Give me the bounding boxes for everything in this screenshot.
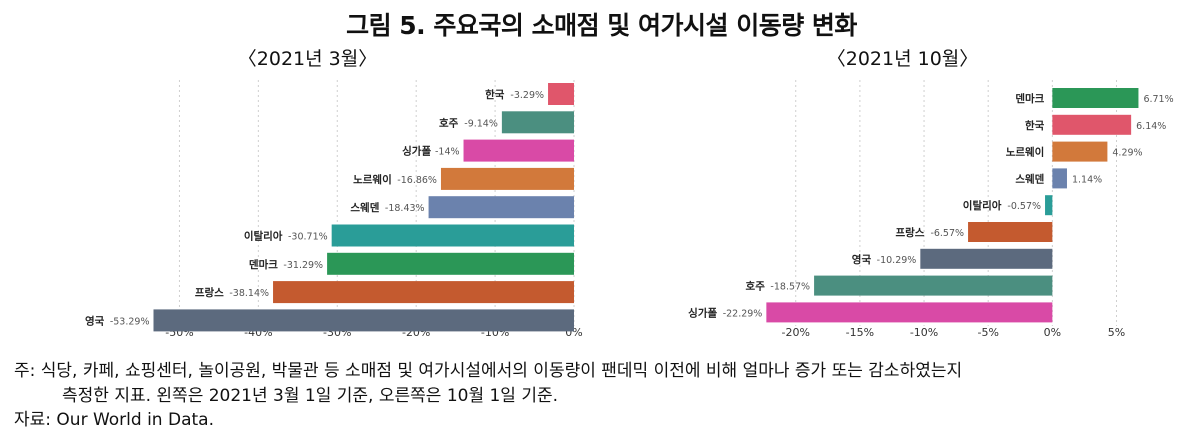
category-label: 프랑스	[895, 227, 924, 239]
bar-싱가폴	[766, 302, 1053, 323]
category-label: 싱가폴	[402, 145, 431, 158]
chart-october-2021: -20% -15% -10% -5% 0% 5% 덴마크 6.71% 한국 6.14% 노르웨이 4.…	[688, 80, 1174, 339]
category-label: 호주	[746, 280, 766, 293]
bar-노르웨이	[440, 167, 574, 190]
bar-덴마크	[327, 252, 574, 275]
bar-노르웨이	[1052, 141, 1108, 162]
category-label: 스웨덴	[350, 201, 379, 214]
bar-덴마크	[1052, 88, 1139, 108]
category-label: 노르웨이	[353, 173, 392, 186]
value-label: 6.14%	[1136, 121, 1166, 132]
category-label: 이탈리아	[244, 230, 283, 243]
bar-이탈리아	[1045, 195, 1053, 216]
bar-프랑스	[968, 222, 1053, 242]
category-label: 영국	[852, 253, 872, 266]
bar-프랑스	[273, 281, 574, 304]
value-label: -14%	[435, 147, 460, 158]
x-tick-label: 0%	[1044, 326, 1061, 339]
value-label: -22.29%	[723, 308, 763, 319]
value-label: -3.29%	[510, 90, 544, 101]
category-label: 스웨덴	[1015, 172, 1044, 185]
value-label: -53.29%	[110, 316, 150, 327]
category-label: 덴마크	[1015, 92, 1044, 105]
value-label: 4.29%	[1112, 148, 1142, 159]
x-tick-label: 5%	[1108, 326, 1125, 339]
bar-영국	[920, 248, 1053, 269]
source-note: 자료: Our World in Data.	[14, 410, 214, 430]
chart-march-2021: -50% -40% -30% -20% -10% 0%-3.29%한국-9.14%호주-1…	[85, 80, 583, 339]
x-tick-label: -5%	[977, 326, 998, 339]
category-label: 싱가폴	[688, 306, 717, 319]
category-label: 영국	[85, 314, 105, 327]
x-tick-label: -10%	[910, 326, 938, 339]
bar-호주	[814, 275, 1053, 296]
value-label: -18.57%	[770, 282, 810, 293]
category-label: 덴마크	[249, 258, 278, 271]
value-label: 1.14%	[1072, 174, 1102, 185]
right-chart-subtitle: 〈2021년 10월〉	[826, 48, 979, 70]
figure-title: 그림 5. 주요국의 소매점 및 여가시설 이동량 변화	[346, 11, 857, 40]
value-label: -31.29%	[283, 260, 323, 271]
x-tick-label: -20%	[782, 326, 810, 339]
value-label: -18.43%	[385, 203, 425, 214]
bar-스웨덴	[1052, 168, 1067, 189]
value-label: 6.71%	[1143, 94, 1173, 105]
value-label: -10.29%	[877, 255, 917, 266]
category-label: 한국	[485, 88, 505, 101]
left-chart-subtitle: 〈2021년 3월〉	[237, 48, 378, 70]
category-label: 프랑스	[195, 287, 224, 299]
category-label: 이탈리아	[963, 199, 1002, 212]
bar-싱가폴	[463, 139, 574, 162]
category-label: 한국	[1025, 119, 1045, 132]
footnote-line-1: 주: 식당, 카페, 쇼핑센터, 놀이공원, 박물관 등 소매점 및 여가시설에…	[14, 361, 963, 381]
bar-스웨덴	[428, 196, 574, 219]
footnote-line-2: 측정한 지표. 왼쪽은 2021년 3월 1일 기준, 오른쪽은 10월 1일 …	[62, 386, 559, 406]
value-label: -38.14%	[229, 288, 269, 299]
bar-호주	[501, 111, 574, 134]
value-label: -6.57%	[930, 228, 964, 239]
bar-이탈리아	[331, 224, 574, 247]
bar-영국	[153, 309, 574, 332]
value-label: -9.14%	[464, 118, 498, 129]
category-label: 노르웨이	[1006, 146, 1045, 159]
bar-한국	[1052, 114, 1132, 135]
bar-한국	[548, 83, 574, 105]
value-label: -30.71%	[288, 232, 328, 243]
value-label: -16.86%	[397, 175, 437, 186]
category-label: 호주	[439, 116, 459, 129]
value-label: -0.57%	[1007, 201, 1041, 212]
x-tick-label: -15%	[846, 326, 874, 339]
